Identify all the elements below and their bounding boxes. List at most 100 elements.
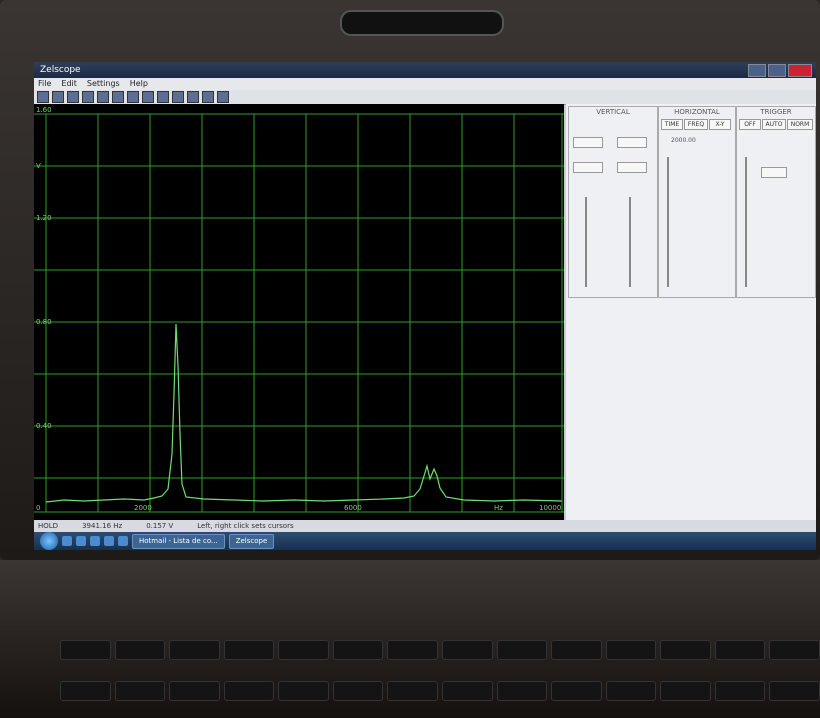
menu-settings[interactable]: Settings	[86, 79, 120, 88]
key	[387, 681, 438, 701]
plot-svg	[34, 113, 564, 513]
zoom-icon[interactable]	[202, 91, 214, 103]
print-icon[interactable]	[112, 91, 124, 103]
key	[278, 681, 329, 701]
minimize-icon[interactable]	[748, 64, 766, 77]
key	[714, 681, 766, 701]
trigger-norm[interactable]: NORM	[787, 119, 813, 130]
key	[605, 681, 657, 701]
key	[169, 681, 220, 701]
close-icon[interactable]	[788, 64, 812, 77]
fit-icon[interactable]	[217, 91, 229, 103]
screen: Zelscope File Edit Settings Help	[34, 62, 816, 550]
tab-xy[interactable]: X-Y	[709, 119, 731, 130]
title-bar: Zelscope	[34, 62, 816, 78]
paste-icon[interactable]	[142, 91, 154, 103]
key	[769, 681, 820, 701]
spectrum-trace	[45, 323, 563, 503]
cursor-icon[interactable]	[187, 91, 199, 103]
key	[769, 640, 820, 660]
status-mode: HOLD	[38, 522, 59, 530]
quicklaunch-icon[interactable]	[104, 536, 114, 546]
quicklaunch-icon[interactable]	[76, 536, 86, 546]
save-icon[interactable]	[82, 91, 94, 103]
tab-time[interactable]: TIME	[661, 119, 683, 130]
x-label: 2000	[134, 504, 152, 512]
key	[496, 681, 548, 701]
window-title: Zelscope	[40, 65, 81, 75]
key	[114, 640, 166, 660]
trigger-slider[interactable]	[745, 157, 747, 287]
menu-edit[interactable]: Edit	[61, 79, 77, 88]
x-label: Hz	[494, 504, 503, 512]
key	[332, 640, 384, 660]
y-label: 1.60	[36, 106, 52, 114]
key	[496, 640, 548, 660]
play-icon[interactable]	[37, 91, 49, 103]
key	[660, 640, 711, 660]
trigger-level-button[interactable]	[761, 167, 787, 178]
key	[332, 681, 384, 701]
trigger-off[interactable]: OFF	[739, 119, 761, 130]
trigger-auto[interactable]: AUTO	[762, 119, 786, 130]
trigger-title: TRIGGER	[760, 108, 792, 116]
save-icon[interactable]	[67, 91, 79, 103]
color-icon[interactable]	[157, 91, 169, 103]
menu-file[interactable]: File	[38, 79, 52, 88]
key	[60, 640, 111, 660]
quicklaunch-icon[interactable]	[62, 536, 72, 546]
display-icon[interactable]	[172, 91, 184, 103]
y-label: 1.20	[36, 214, 52, 222]
key	[442, 681, 493, 701]
menu-bar: File Edit Settings Help	[34, 78, 816, 90]
x-label: 6000	[344, 504, 362, 512]
horizontal-value: 2000.00	[671, 137, 696, 144]
vertical-title: VERTICAL	[596, 108, 630, 116]
taskbar-item-zelscope[interactable]: Zelscope	[228, 533, 275, 549]
taskbar-item-hotmail[interactable]: Hotmail - Lista de co...	[132, 533, 225, 549]
x-label: 10000	[539, 504, 562, 512]
tab-freq[interactable]: FREQ	[684, 119, 708, 130]
key	[223, 681, 275, 701]
trigger-section: TRIGGER OFF AUTO NORM	[736, 106, 816, 298]
channel-button[interactable]	[617, 137, 647, 148]
key	[387, 640, 438, 660]
status-volts: 0.157 V	[146, 522, 174, 530]
menu-help[interactable]: Help	[129, 79, 148, 88]
spectrum-plot[interactable]: 1.60 V 1.20 0.80 0.40 0 2000 6000 Hz 100…	[34, 104, 564, 520]
y-label: 0.40	[36, 422, 52, 430]
maximize-icon[interactable]	[768, 64, 786, 77]
control-panel: VERTICAL HORIZONTAL TIME FREQ X-Y 2000.0…	[566, 104, 816, 520]
vertical-section: VERTICAL	[568, 106, 658, 298]
key	[169, 640, 220, 660]
key	[60, 681, 111, 701]
key	[114, 681, 166, 701]
webcam	[340, 10, 504, 36]
quicklaunch-icon[interactable]	[118, 536, 128, 546]
vertical-slider[interactable]	[585, 197, 587, 287]
save-icon[interactable]	[97, 91, 109, 103]
keyboard	[60, 640, 820, 718]
status-freq: 3941.16 Hz	[82, 522, 123, 530]
key	[605, 640, 657, 660]
key	[714, 640, 766, 660]
vertical-slider[interactable]	[629, 197, 631, 287]
key	[278, 640, 329, 660]
channel-button[interactable]	[573, 137, 603, 148]
start-button[interactable]	[40, 532, 58, 550]
copy-icon[interactable]	[127, 91, 139, 103]
volts-div-button[interactable]	[573, 162, 603, 173]
laptop-bezel: Zelscope File Edit Settings Help	[0, 0, 820, 560]
volts-div-button[interactable]	[617, 162, 647, 173]
key	[223, 640, 275, 660]
status-hint: Left, right click sets cursors	[197, 522, 294, 530]
pause-icon[interactable]	[52, 91, 64, 103]
quicklaunch-icon[interactable]	[90, 536, 100, 546]
y-label: V	[36, 162, 41, 170]
toolbar	[34, 90, 816, 105]
horizontal-slider[interactable]	[667, 157, 669, 287]
key	[551, 681, 602, 701]
key	[660, 681, 711, 701]
status-bar: HOLD 3941.16 Hz 0.157 V Left, right clic…	[34, 520, 816, 532]
taskbar: Hotmail - Lista de co... Zelscope	[34, 532, 816, 550]
